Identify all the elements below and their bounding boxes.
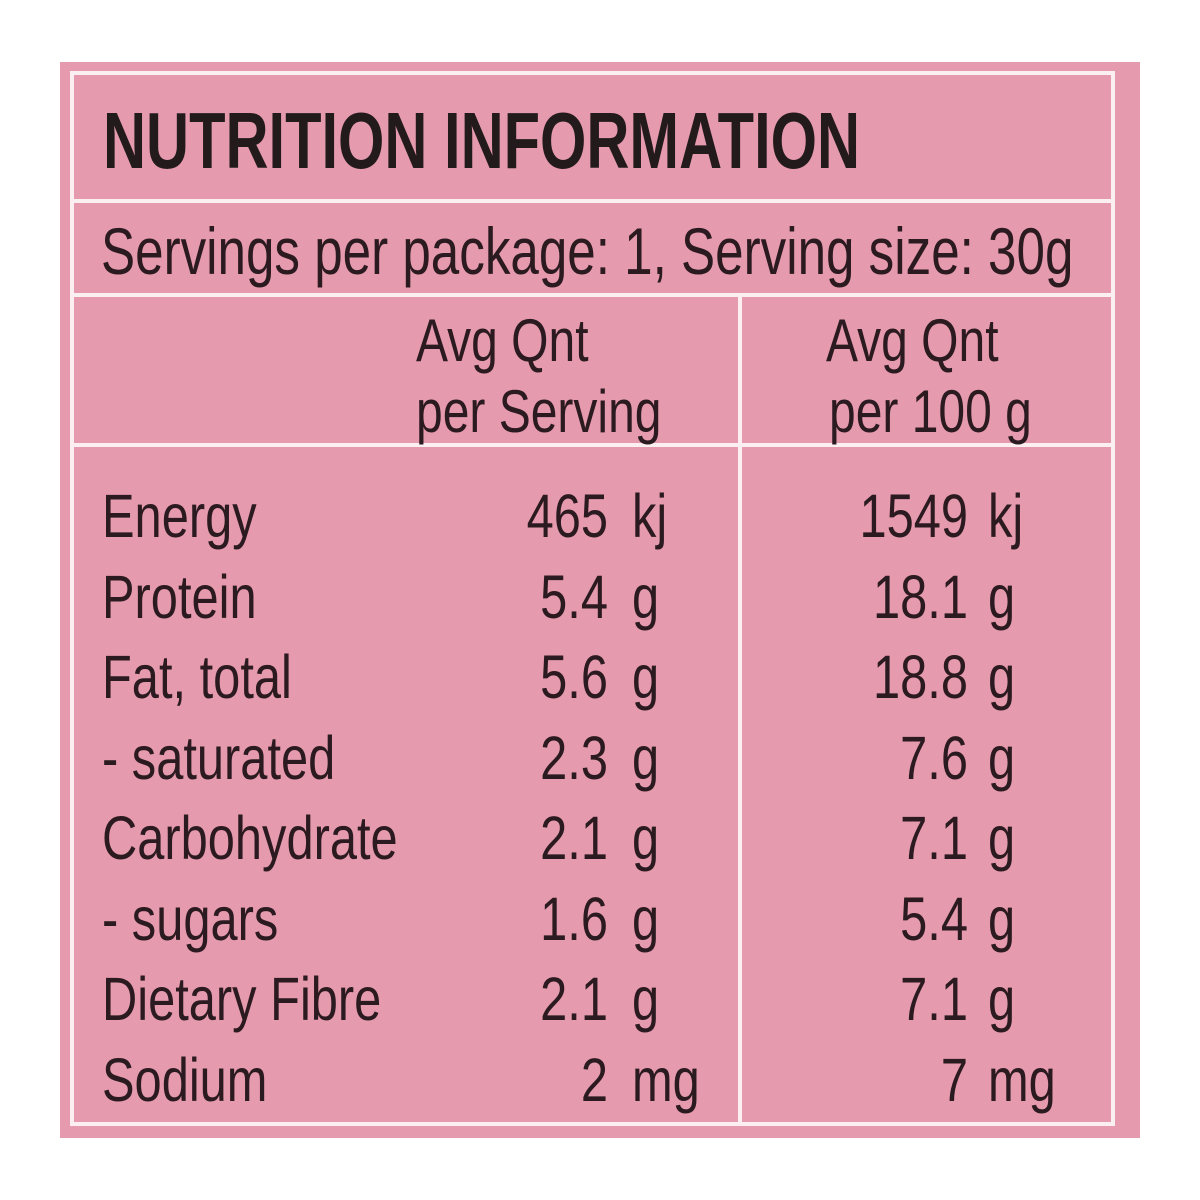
nutrition-table-frame (70, 71, 1115, 1126)
per-serving-value: 465 (526, 482, 608, 550)
per-serving-unit: g (632, 643, 660, 711)
nutrient-label: Fat, total (102, 643, 292, 711)
nutrition-panel (60, 62, 1140, 1138)
per-serving-value: 1.6 (540, 885, 608, 953)
per-serving-value: 2.1 (540, 965, 608, 1033)
per-100g-value: 7.1 (900, 804, 968, 872)
per-serving-value: 2 (580, 1046, 608, 1114)
serving-info: Servings per package: 1, Serving size: 3… (101, 214, 1074, 288)
column-header-per-serving-line2: per Serving (416, 378, 662, 445)
divider-below-title (70, 199, 1115, 203)
per-serving-unit: g (632, 885, 660, 953)
per-100g-unit: g (988, 724, 1016, 792)
per-serving-value: 2.1 (540, 804, 608, 872)
nutrient-label: - saturated (102, 724, 336, 792)
per-100g-value: 7 (940, 1046, 968, 1114)
per-serving-unit: g (632, 965, 660, 1033)
per-100g-unit: g (988, 965, 1016, 1033)
per-100g-value: 1549 (859, 482, 968, 550)
per-serving-unit: g (632, 563, 660, 631)
per-100g-unit: g (988, 804, 1016, 872)
per-100g-value: 5.4 (900, 885, 968, 953)
nutrient-label: Energy (102, 482, 257, 550)
panel-title: NUTRITION INFORMATION (103, 96, 861, 185)
per-serving-unit: g (632, 804, 660, 872)
nutrient-label: Sodium (102, 1046, 268, 1114)
divider-below-serving (70, 293, 1115, 297)
per-100g-value: 7.6 (900, 724, 968, 792)
per-serving-value: 2.3 (540, 724, 608, 792)
per-serving-value: 5.6 (540, 643, 608, 711)
nutrient-label: - sugars (102, 885, 279, 953)
per-serving-value: 5.4 (540, 563, 608, 631)
per-serving-unit: g (632, 724, 660, 792)
nutrient-label: Carbohydrate (102, 804, 398, 872)
nutrient-label: Protein (102, 563, 257, 631)
per-100g-value: 18.1 (873, 563, 968, 631)
nutrient-label: Dietary Fibre (102, 965, 382, 1033)
per-100g-unit: g (988, 563, 1016, 631)
per-100g-value: 18.8 (873, 643, 968, 711)
per-100g-unit: g (988, 885, 1016, 953)
column-header-per-100g-line2: per 100 g (829, 378, 1032, 445)
per-100g-unit: mg (988, 1046, 1056, 1114)
per-serving-unit: mg (632, 1046, 700, 1114)
column-header-per-serving-line1: Avg Qnt (416, 307, 589, 374)
per-100g-unit: kj (988, 482, 1024, 550)
divider-below-headers (70, 443, 1115, 447)
per-100g-value: 7.1 (900, 965, 968, 1033)
per-100g-unit: g (988, 643, 1016, 711)
column-divider (738, 293, 742, 1122)
column-header-per-100g-line1: Avg Qnt (826, 307, 999, 374)
per-serving-unit: kj (632, 482, 668, 550)
